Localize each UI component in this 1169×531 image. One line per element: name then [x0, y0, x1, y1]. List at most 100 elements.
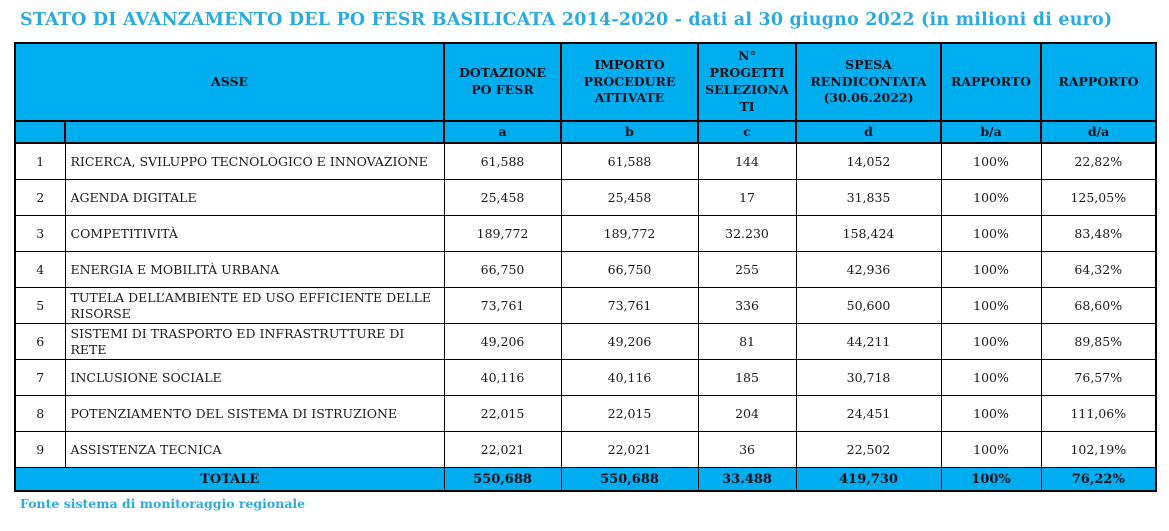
cell-progetti: 81	[697, 323, 797, 360]
cell-spesa: 14,052	[795, 142, 942, 180]
cell-num: 3	[14, 215, 66, 252]
table-row: 3 COMPETITIVITÀ 189,772 189,772 32.230 1…	[14, 215, 1157, 252]
cell-rapporto-ba: 100%	[940, 431, 1042, 468]
total-label: TOTALE	[14, 467, 445, 492]
cell-asse: INCLUSIONE SOCIALE	[64, 359, 445, 396]
cell-spesa: 31,835	[795, 179, 942, 216]
cell-dotazione: 49,206	[443, 323, 562, 360]
cell-importo: 22,021	[560, 431, 699, 468]
cell-progetti: 17	[697, 179, 797, 216]
cell-rapporto-ba: 100%	[940, 179, 1042, 216]
cell-num: 8	[14, 395, 66, 432]
subheader-row: a b c d b/a d/a	[14, 120, 1158, 144]
column-header-spesa: SPESA RENDICONTATA (30.06.2022)	[795, 42, 943, 122]
cell-asse: AGENDA DIGITALE	[64, 179, 445, 216]
progress-table: ASSE DOTAZIONE PO FESR IMPORTO PROCEDURE…	[13, 42, 1158, 492]
cell-spesa: 44,211	[795, 323, 942, 360]
cell-importo: 189,772	[560, 215, 699, 252]
cell-importo: 61,588	[560, 142, 699, 180]
table-row: 2 AGENDA DIGITALE 25,458 25,458 17 31,83…	[14, 179, 1157, 216]
cell-dotazione: 22,021	[443, 431, 562, 468]
subheader-ba: b/a	[940, 120, 1043, 144]
cell-asse: ASSISTENZA TECNICA	[64, 431, 445, 468]
cell-importo: 49,206	[560, 323, 699, 360]
subheader-a: a	[443, 120, 563, 144]
table-row: 5 TUTELA DELL’AMBIENTE ED USO EFFICIENTE…	[14, 287, 1157, 324]
column-header-rapporto-ba: RAPPORTO	[940, 42, 1043, 122]
page-title: STATO DI AVANZAMENTO DEL PO FESR BASILIC…	[20, 10, 1113, 30]
total-spesa: 419,730	[795, 467, 942, 492]
cell-rapporto-da: 89,85%	[1040, 323, 1157, 360]
cell-rapporto-da: 22,82%	[1040, 142, 1157, 180]
cell-dotazione: 22,015	[443, 395, 562, 432]
cell-progetti: 204	[697, 395, 797, 432]
source-note: Fonte sistema di monitoraggio regionale	[20, 496, 306, 511]
subheader-blank-asse	[63, 120, 446, 144]
cell-asse: POTENZIAMENTO DEL SISTEMA DI ISTRUZIONE	[64, 395, 445, 432]
cell-rapporto-ba: 100%	[940, 359, 1042, 396]
table-row: 7 INCLUSIONE SOCIALE 40,116 40,116 185 3…	[14, 359, 1157, 396]
cell-spesa: 30,718	[795, 359, 942, 396]
cell-spesa: 22,502	[795, 431, 942, 468]
cell-dotazione: 189,772	[443, 215, 562, 252]
cell-importo: 40,116	[560, 359, 699, 396]
cell-rapporto-ba: 100%	[940, 287, 1042, 324]
table-row: 4 ENERGIA E MOBILITÀ URBANA 66,750 66,75…	[14, 251, 1157, 288]
cell-rapporto-da: 102,19%	[1040, 431, 1157, 468]
total-rapporto-da: 76,22%	[1040, 467, 1157, 492]
cell-spesa: 42,936	[795, 251, 942, 288]
total-importo: 550,688	[560, 467, 699, 492]
column-header-progetti: N° PROGETTI SELEZIONATI	[697, 42, 798, 122]
header-row: ASSE DOTAZIONE PO FESR IMPORTO PROCEDURE…	[13, 42, 1158, 122]
cell-progetti: 185	[697, 359, 797, 396]
column-header-rapporto-da: RAPPORTO	[1040, 42, 1158, 122]
table-row: 1 RICERCA, SVILUPPO TECNOLOGICO E INNOVA…	[14, 142, 1157, 180]
report-page: STATO DI AVANZAMENTO DEL PO FESR BASILIC…	[0, 10, 1169, 531]
cell-asse: SISTEMI DI TRASPORTO ED INFRASTRUTTURE D…	[64, 323, 445, 360]
subheader-blank-num	[14, 120, 66, 144]
cell-progetti: 36	[697, 431, 797, 468]
cell-rapporto-ba: 100%	[940, 395, 1042, 432]
cell-spesa: 158,424	[795, 215, 942, 252]
total-progetti: 33.488	[697, 467, 797, 492]
cell-dotazione: 40,116	[443, 359, 562, 396]
cell-rapporto-da: 125,05%	[1040, 179, 1157, 216]
total-dotazione: 550,688	[443, 467, 562, 492]
cell-num: 9	[14, 431, 66, 468]
cell-num: 4	[14, 251, 66, 288]
cell-importo: 66,750	[560, 251, 699, 288]
cell-importo: 73,761	[560, 287, 699, 324]
cell-spesa: 24,451	[795, 395, 942, 432]
cell-rapporto-ba: 100%	[940, 323, 1042, 360]
cell-num: 7	[14, 359, 66, 396]
total-rapporto-ba: 100%	[940, 467, 1042, 492]
cell-rapporto-da: 64,32%	[1040, 251, 1157, 288]
cell-progetti: 336	[697, 287, 797, 324]
table-row: 6 SISTEMI DI TRASPORTO ED INFRASTRUTTURE…	[14, 323, 1157, 360]
cell-progetti: 255	[697, 251, 797, 288]
cell-dotazione: 61,588	[443, 142, 562, 180]
cell-num: 5	[14, 287, 66, 324]
cell-rapporto-da: 111,06%	[1040, 395, 1157, 432]
column-header-asse: ASSE	[13, 42, 446, 122]
cell-num: 1	[14, 142, 66, 180]
cell-asse: ENERGIA E MOBILITÀ URBANA	[64, 251, 445, 288]
subheader-da: d/a	[1040, 120, 1158, 144]
column-header-dotazione: DOTAZIONE PO FESR	[443, 42, 563, 122]
column-header-importo: IMPORTO PROCEDURE ATTIVATE	[560, 42, 700, 122]
cell-dotazione: 73,761	[443, 287, 562, 324]
cell-importo: 25,458	[560, 179, 699, 216]
subheader-b: b	[560, 120, 700, 144]
cell-asse: TUTELA DELL’AMBIENTE ED USO EFFICIENTE D…	[64, 287, 445, 324]
cell-rapporto-ba: 100%	[940, 215, 1042, 252]
cell-rapporto-da: 68,60%	[1040, 287, 1157, 324]
cell-spesa: 50,600	[795, 287, 942, 324]
subheader-c: c	[697, 120, 798, 144]
cell-progetti: 32.230	[697, 215, 797, 252]
subheader-d: d	[795, 120, 943, 144]
cell-rapporto-da: 83,48%	[1040, 215, 1157, 252]
table-row: 9 ASSISTENZA TECNICA 22,021 22,021 36 22…	[14, 431, 1157, 468]
table-row: 8 POTENZIAMENTO DEL SISTEMA DI ISTRUZION…	[14, 395, 1157, 432]
cell-rapporto-da: 76,57%	[1040, 359, 1157, 396]
cell-dotazione: 25,458	[443, 179, 562, 216]
